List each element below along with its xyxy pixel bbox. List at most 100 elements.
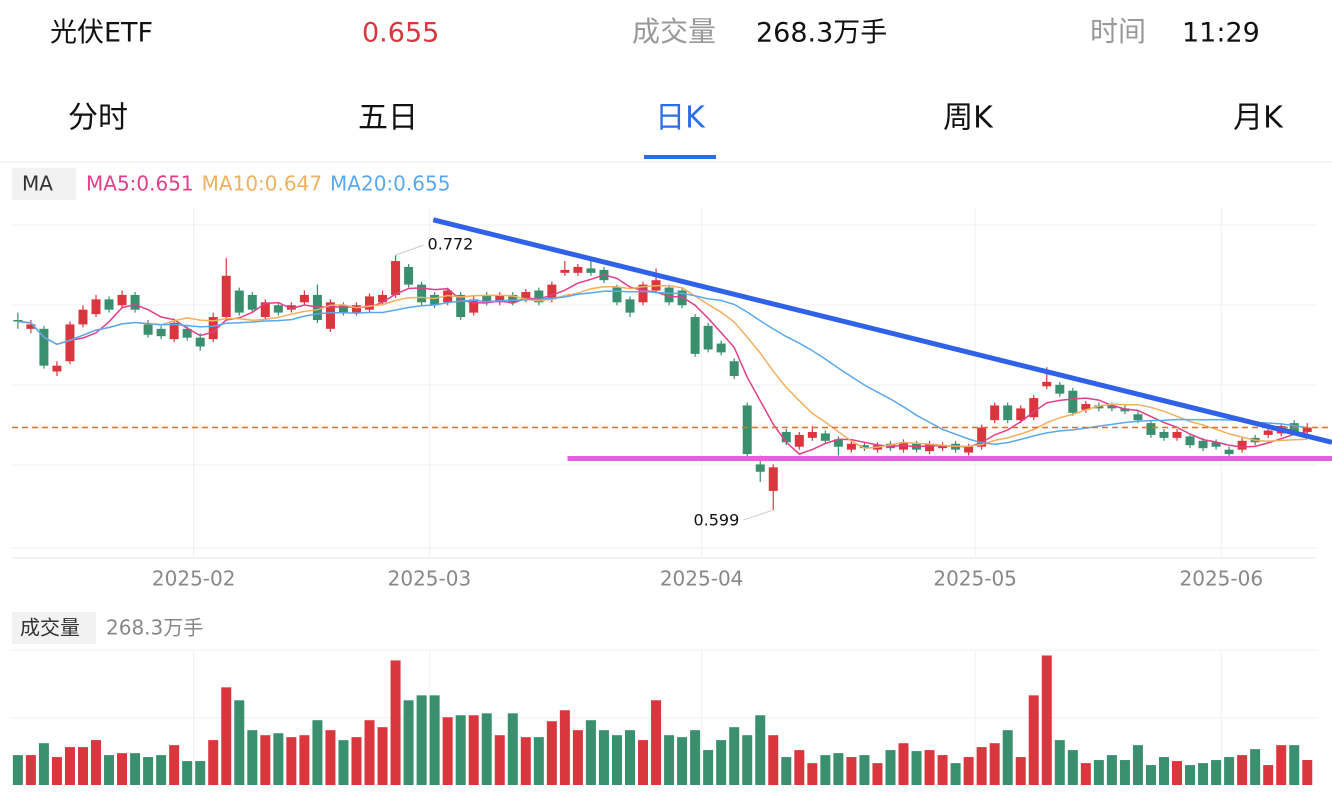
candle-body: [247, 294, 257, 310]
candle-body: [1107, 405, 1117, 409]
volume-bar: [976, 747, 987, 785]
x-tick-label: 2025-03: [388, 567, 472, 591]
volume-bar: [416, 695, 427, 785]
candle-body: [365, 296, 375, 310]
candle-body: [547, 284, 557, 300]
volume-bar: [729, 727, 740, 785]
candle-body: [338, 305, 348, 313]
tab[interactable]: 月K: [1233, 101, 1284, 136]
volume-bar: [546, 721, 557, 785]
volume-bar: [377, 727, 388, 785]
volume-bar: [182, 761, 193, 785]
candle-body: [508, 294, 518, 303]
volume-bar: [898, 743, 909, 785]
candle-body: [781, 431, 791, 443]
volume-bar: [12, 755, 23, 785]
candle-body: [13, 319, 23, 322]
candle-body: [273, 305, 283, 313]
volume-bar: [1106, 755, 1117, 785]
volume-bar: [716, 740, 727, 785]
volume-bar: [1028, 695, 1039, 785]
volume-bar: [1041, 655, 1052, 785]
candle-body: [925, 443, 935, 452]
volume-bar: [846, 757, 857, 785]
candle-body: [625, 299, 635, 313]
volume-bar: [611, 735, 622, 785]
candle-body: [833, 439, 843, 447]
volume-bar: [260, 735, 271, 785]
max-label: 0.772: [428, 235, 474, 254]
volume-bar: [664, 735, 675, 785]
candle-body: [286, 305, 296, 310]
volume-bar: [624, 730, 635, 785]
volume-label: 成交量: [632, 15, 716, 48]
volume-bar: [104, 755, 115, 785]
tab[interactable]: 周K: [943, 101, 994, 136]
candle-body: [938, 445, 948, 449]
candle-body: [1159, 431, 1169, 438]
candle-body: [859, 445, 869, 449]
candle-body: [430, 294, 440, 306]
candle-body: [195, 337, 205, 347]
price: 0.655: [362, 18, 439, 49]
volume-bar: [911, 751, 922, 785]
volume-bar: [1158, 757, 1169, 785]
volume-bar: [1263, 765, 1274, 785]
volume-bar: [38, 743, 49, 785]
volume-bar: [351, 737, 362, 785]
volume: 268.3万手: [756, 18, 887, 49]
volume-bar: [559, 710, 570, 785]
x-tick-label: 2025-04: [660, 567, 744, 591]
vol-panel-value: 268.3万手: [106, 616, 203, 640]
volume-bar: [1237, 755, 1248, 785]
ma-line: [17, 290, 1308, 446]
x-tick-label: 2025-05: [933, 567, 1017, 591]
volume-bar: [325, 730, 336, 785]
volume-bar: [169, 745, 180, 785]
candle-body: [664, 287, 674, 303]
volume-bar: [937, 755, 948, 785]
volume-bar: [51, 757, 62, 785]
volume-bar: [390, 660, 401, 785]
volume-bar: [143, 757, 154, 785]
volume-bar: [1224, 757, 1235, 785]
tab[interactable]: 分时: [68, 101, 128, 136]
volume-bar: [768, 735, 779, 785]
volume-bar: [924, 750, 935, 785]
volume-bar: [585, 720, 596, 785]
volume-bar: [507, 713, 518, 785]
trendline: [432, 217, 1332, 445]
volume-bar: [403, 700, 414, 785]
candle-body: [612, 287, 622, 303]
candle-body: [521, 291, 531, 300]
volume-bar: [1015, 757, 1026, 785]
candle-body: [977, 427, 987, 447]
candle-body: [208, 317, 218, 340]
candle-body: [456, 294, 466, 318]
volume-bar: [234, 700, 245, 785]
candle-body: [52, 365, 62, 372]
candle-body: [638, 284, 648, 303]
volume-bar: [117, 753, 128, 785]
candle-body: [39, 328, 49, 366]
candle-body: [260, 302, 270, 318]
tab[interactable]: 日K: [655, 101, 706, 136]
candle-body: [1094, 405, 1104, 409]
candle-body: [768, 467, 778, 491]
tab[interactable]: 五日: [358, 101, 418, 136]
volume-bar: [781, 757, 792, 785]
candle-body: [378, 294, 388, 303]
candle-body: [1302, 427, 1312, 432]
volume-bar: [598, 730, 609, 785]
volume-bar: [195, 761, 206, 785]
volume-bar: [468, 715, 479, 785]
candle-body: [1172, 431, 1182, 438]
candle-body: [1224, 449, 1234, 455]
min-label: 0.599: [693, 511, 739, 530]
volume-bar: [77, 747, 88, 785]
time: 11:29: [1182, 18, 1260, 49]
volume-bar: [950, 763, 961, 785]
candle-body: [560, 269, 570, 273]
